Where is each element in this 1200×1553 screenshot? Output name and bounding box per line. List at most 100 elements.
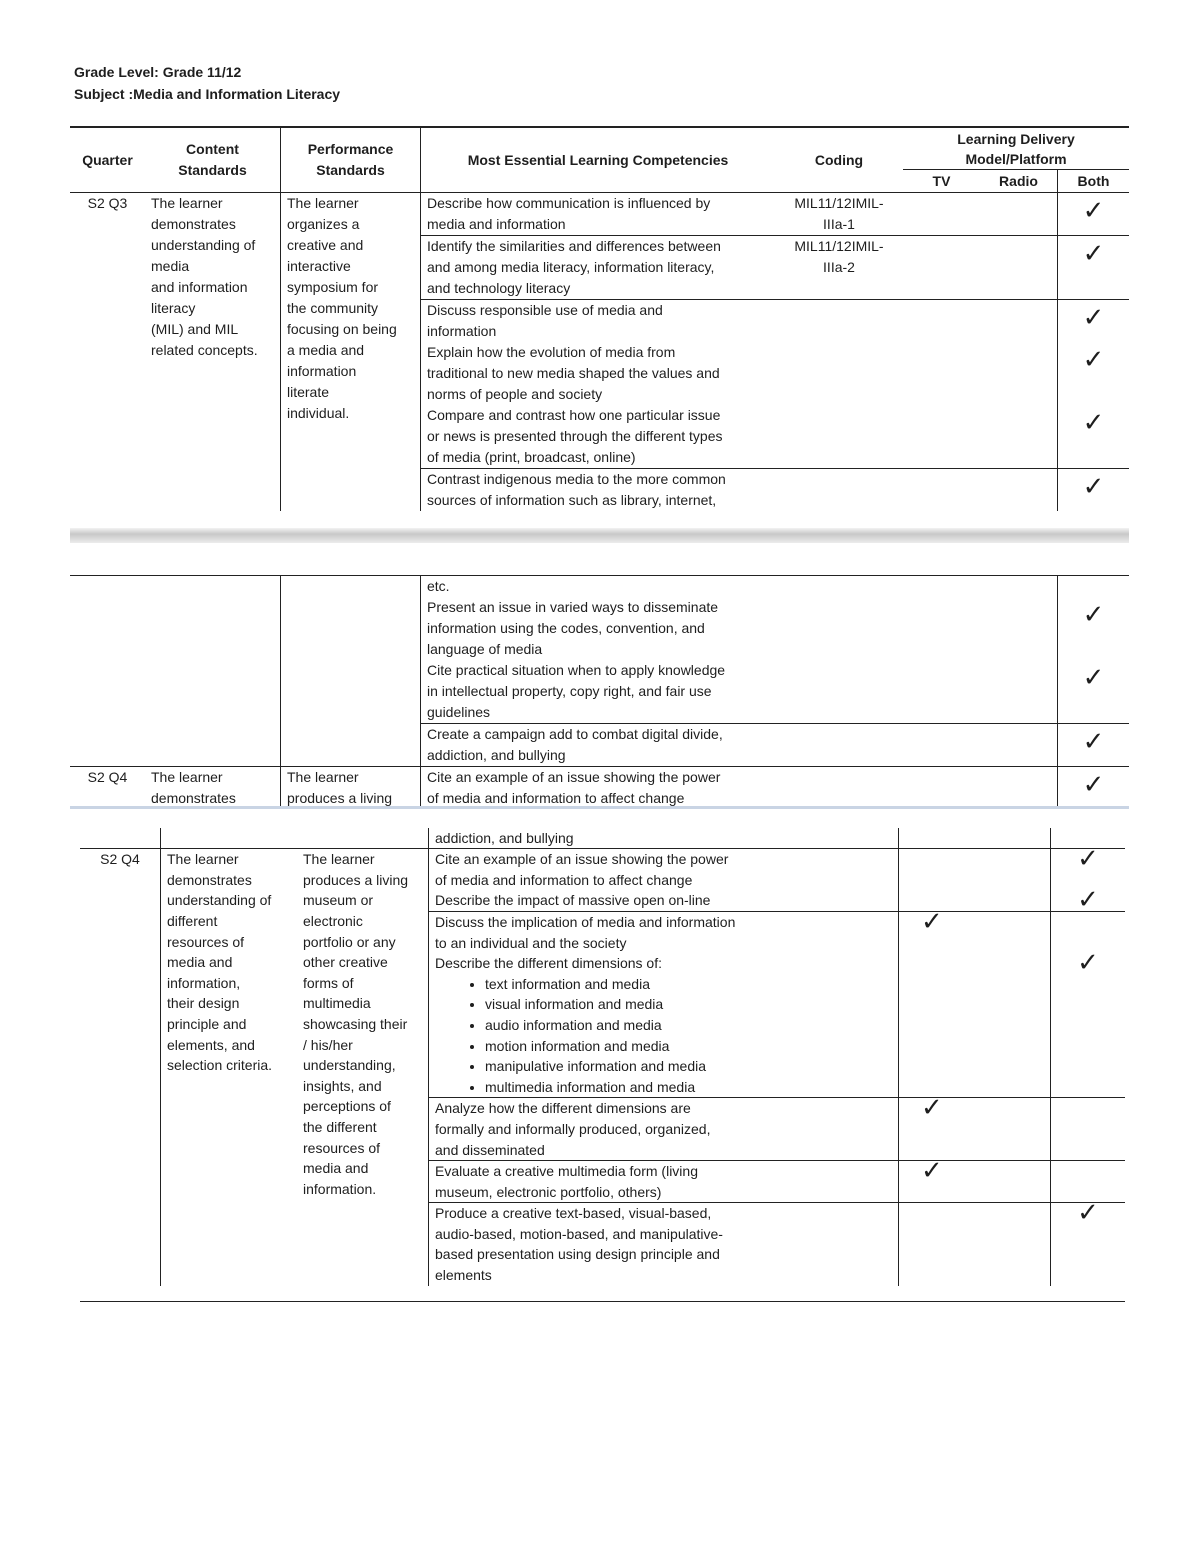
radio-cell xyxy=(980,193,1057,235)
competency-group: Identify the similarities and difference… xyxy=(420,235,1129,299)
quarter-cell: S2 Q4 xyxy=(87,769,128,785)
competency-item: Present an issue in varied ways to disse… xyxy=(420,597,1129,660)
competency-group: etc. Present an issue in varied ways to d… xyxy=(420,576,1129,723)
tv-cell xyxy=(898,828,1050,849)
competency-label: Cite an example of an issue showing the … xyxy=(435,851,729,888)
coding-cell xyxy=(775,300,903,342)
tv-cell xyxy=(903,300,980,342)
competency-text: Contrast indigenous media to the more co… xyxy=(420,469,775,511)
tv-cell xyxy=(898,1203,1050,1286)
table-row: Create a campaign add to combat digital … xyxy=(80,828,1125,849)
checkmark-icon: ✓ xyxy=(921,906,943,937)
both-cell: ✓ xyxy=(1050,828,1125,849)
competency-group: Create a campaign add to combat digital … xyxy=(420,723,1129,766)
competency-group: Evaluate a creative multimedia form (liv… xyxy=(428,1158,1125,1203)
competency-item: Cite an example of an issue showing the … xyxy=(420,767,1129,807)
competency-text: Create a campaign add to combat digital … xyxy=(420,724,775,766)
tv-cell xyxy=(898,953,1050,1098)
competency-group: Cite an example of an issue showing the … xyxy=(420,767,1129,807)
checkmark-icon: ✓ xyxy=(1082,303,1105,333)
competency-item: Contrast indigenous media to the more co… xyxy=(420,469,1129,511)
grade-level: Grade Level: Grade 11/12 xyxy=(74,64,242,80)
competency-text: Produce a creative text-based, visual-ba… xyxy=(428,1203,898,1286)
table-header: Quarter Content Standards Performance St… xyxy=(70,128,1129,192)
checkmark-icon: ✓ xyxy=(1082,600,1105,630)
tv-cell xyxy=(903,342,980,405)
competency-text: Create a campaign add to combat digital … xyxy=(428,828,898,849)
competency-item: etc. xyxy=(420,576,1129,597)
both-cell: ✓ xyxy=(1050,887,1125,913)
competency-item: Describe the different dimensions of: tex… xyxy=(428,950,1125,1098)
both-cell: ✓ xyxy=(1057,724,1129,766)
both-cell xyxy=(1050,1098,1125,1161)
competency-groups: Describe how communication is influenced… xyxy=(420,193,1129,511)
performance-standards-cell: The learner produces a living xyxy=(280,767,420,807)
tv-cell xyxy=(898,849,1050,891)
competency-item: Discuss responsible use of media and inf… xyxy=(420,300,1129,342)
performance-standards-cell xyxy=(297,828,428,848)
competency-item: Analyze how the different dimensions are… xyxy=(428,1095,1125,1161)
competency-item: Create a campaign add to combat digital … xyxy=(428,828,1125,849)
table-page-2: etc. Present an issue in varied ways to d… xyxy=(70,575,1129,807)
table-row: etc. Present an issue in varied ways to d… xyxy=(70,576,1129,766)
quarter-cell: S2 Q4 xyxy=(100,851,140,868)
competency-label: Describe the impact of massive open on-l… xyxy=(435,892,711,909)
competency-label: Compare and contrast how one particular … xyxy=(427,407,723,465)
both-cell: ✓ xyxy=(1050,1200,1125,1286)
bullet-item: manipulative information and media xyxy=(485,1056,892,1077)
competency-item: Cite an example of an issue showing the … xyxy=(428,846,1125,891)
bullet-item: motion information and media xyxy=(485,1036,892,1057)
quarter-cell xyxy=(70,576,145,766)
header-quarter: Quarter xyxy=(82,151,133,168)
competency-group: Discuss responsible use of media and inf… xyxy=(420,299,1129,468)
competency-item: Discuss the implication of media and inf… xyxy=(428,909,1125,954)
checkmark-icon: ✓ xyxy=(1082,196,1105,226)
competency-label: etc. xyxy=(427,578,450,594)
both-cell: ✓ xyxy=(1057,767,1129,807)
tv-cell xyxy=(903,236,980,299)
header-content: Content Standards xyxy=(178,141,247,178)
competency-item: Cite practical situation when to apply k… xyxy=(420,660,1129,723)
header-radio: Radio xyxy=(999,173,1038,190)
tv-cell xyxy=(903,469,980,511)
competency-item: Explain how the evolution of media from … xyxy=(420,342,1129,405)
both-cell: ✓ xyxy=(1057,300,1129,342)
performance-standards-cell: The learner produces a living museum or … xyxy=(303,851,409,1197)
competency-label: Cite an example of an issue showing the … xyxy=(427,769,721,806)
competency-text: Cite an example of an issue showing the … xyxy=(420,767,775,807)
content-standards-cell xyxy=(145,576,280,766)
both-cell xyxy=(1057,576,1129,597)
radio-cell xyxy=(980,405,1057,468)
competency-group: Describe how communication is influenced… xyxy=(420,193,1129,235)
competency-group: Cite an example of an issue showing the … xyxy=(428,846,1125,913)
checkmark-icon: ✓ xyxy=(1082,663,1105,693)
performance-standards-cell: The learner organizes a creative and int… xyxy=(280,193,420,511)
subject: Subject :Media and Information Literacy xyxy=(74,86,341,102)
coding-cell xyxy=(775,724,903,766)
radio-cell xyxy=(980,724,1057,766)
radio-cell xyxy=(980,597,1057,660)
competency-text: Discuss responsible use of media and inf… xyxy=(420,300,775,342)
quarter-cell xyxy=(80,828,160,848)
both-cell: ✓ xyxy=(1057,236,1129,299)
tv-cell xyxy=(903,405,980,468)
tv-cell xyxy=(903,724,980,766)
competency-text: Describe the different dimensions of: tex… xyxy=(428,953,898,1098)
performance-standards-cell xyxy=(280,576,420,766)
checkmark-icon: ✓ xyxy=(1082,727,1105,757)
competency-label: Analyze how the different dimensions are… xyxy=(435,1100,711,1158)
tv-cell xyxy=(903,193,980,235)
checkmark-icon: ✓ xyxy=(1082,408,1105,438)
competency-group: Analyze how the different dimensions are… xyxy=(428,1095,1125,1161)
bullet-item: multimedia information and media xyxy=(485,1077,892,1098)
radio-cell xyxy=(980,767,1057,807)
content-standards-cell xyxy=(160,828,297,849)
tv-cell xyxy=(903,576,980,597)
both-cell xyxy=(1050,1161,1125,1203)
header-delivery-title: Learning Delivery Model/Platform xyxy=(903,128,1129,171)
both-cell: ✓ xyxy=(1050,846,1125,891)
bullet-item: visual information and media xyxy=(485,994,892,1015)
radio-cell xyxy=(980,576,1057,597)
competency-label: Describe the different dimensions of: xyxy=(435,955,662,972)
